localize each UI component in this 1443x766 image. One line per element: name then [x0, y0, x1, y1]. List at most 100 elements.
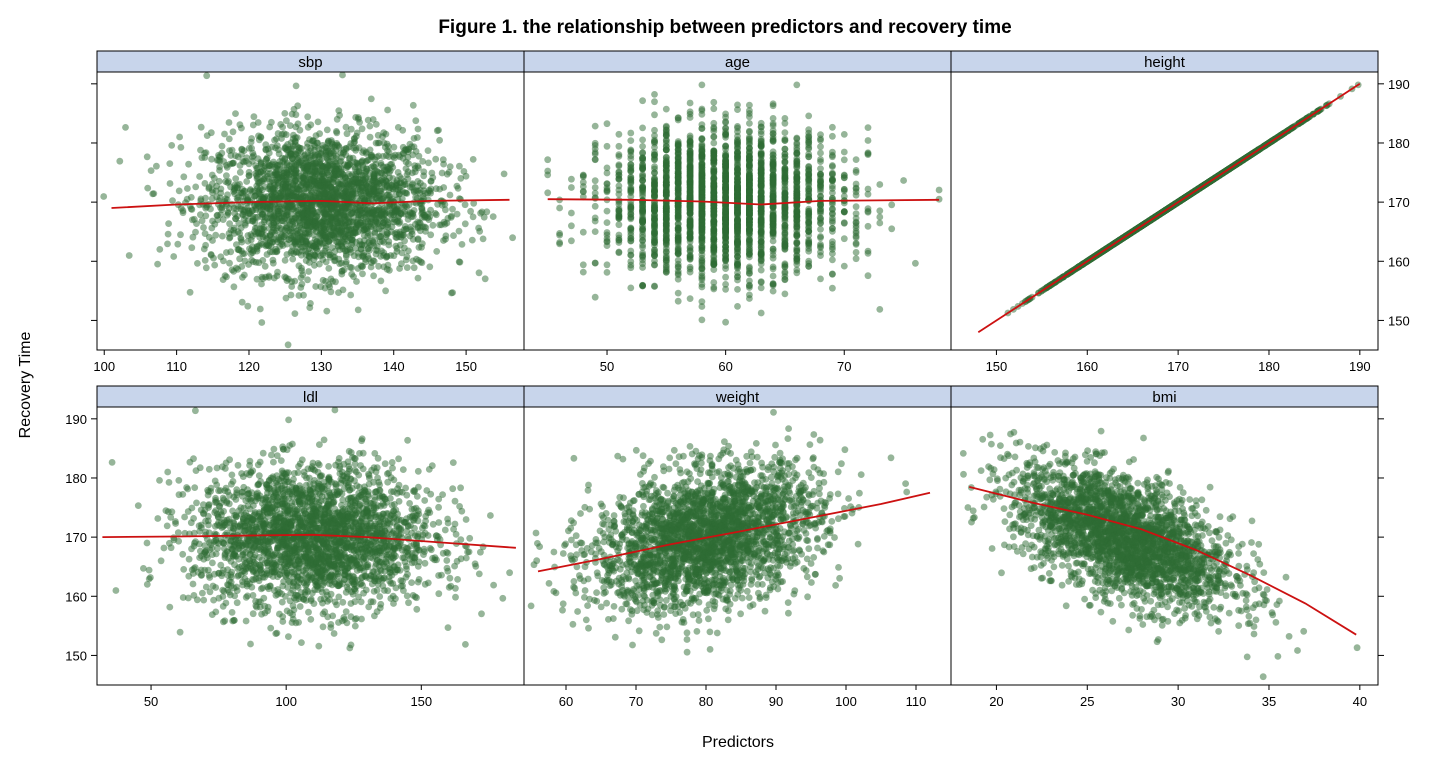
data-point: [268, 238, 276, 246]
data-point: [382, 223, 390, 231]
data-point: [627, 258, 635, 265]
data-point: [722, 192, 729, 200]
data-point: [343, 216, 350, 224]
data-point: [420, 172, 428, 180]
data-point: [698, 316, 706, 324]
data-point: [674, 114, 682, 122]
data-point: [310, 231, 318, 239]
data-point: [299, 271, 307, 279]
data-point: [441, 201, 449, 208]
data-point: [438, 221, 445, 229]
data-point: [579, 228, 587, 236]
data-point: [698, 142, 706, 150]
data-point: [829, 225, 836, 233]
data-point: [722, 281, 729, 288]
data-point: [662, 248, 670, 255]
data-point: [383, 231, 391, 239]
data-point: [350, 204, 358, 212]
data-point: [249, 243, 256, 251]
data-point: [769, 265, 777, 273]
data-point: [793, 239, 801, 247]
data-point: [217, 253, 225, 261]
data-point: [347, 182, 355, 190]
data-point: [340, 146, 348, 154]
data-point: [444, 214, 452, 222]
data-point: [793, 266, 801, 274]
data-point: [358, 263, 366, 271]
data-point: [722, 130, 729, 138]
data-point: [769, 115, 777, 122]
data-point: [230, 268, 238, 275]
data-point: [419, 158, 427, 165]
data-point: [360, 195, 367, 202]
data-point: [591, 177, 599, 185]
data-point: [698, 280, 706, 288]
data-point: [698, 298, 706, 305]
data-point: [271, 136, 278, 144]
data-point: [698, 171, 706, 179]
data-point: [394, 208, 401, 215]
data-point: [286, 122, 294, 129]
data-point: [347, 125, 355, 133]
data-point: [230, 224, 238, 232]
data-point: [354, 306, 362, 314]
data-point: [230, 230, 238, 237]
data-point: [284, 208, 291, 216]
data-point: [591, 122, 599, 130]
data-point: [817, 225, 824, 233]
data-point: [769, 237, 777, 245]
data-point: [971, 231, 978, 238]
data-point: [219, 232, 226, 240]
data-point: [302, 247, 309, 255]
data-point: [409, 101, 417, 109]
data-point: [450, 232, 457, 240]
data-point: [147, 167, 155, 175]
data-point: [603, 142, 611, 150]
data-point: [769, 138, 777, 145]
data-point: [427, 231, 435, 239]
data-point: [294, 120, 302, 128]
data-point: [377, 277, 385, 285]
data-point: [456, 162, 463, 170]
data-point: [769, 100, 777, 108]
data-point: [322, 147, 330, 155]
data-point: [325, 238, 333, 245]
data-point: [674, 260, 682, 268]
data-point: [252, 258, 260, 266]
data-point: [445, 168, 453, 176]
data-point: [184, 185, 191, 192]
data-point: [225, 135, 233, 143]
data-point: [221, 130, 228, 138]
data-point: [342, 221, 350, 229]
data-point: [840, 219, 848, 227]
data-point: [852, 167, 860, 174]
data-point: [556, 231, 563, 239]
data-point: [266, 248, 274, 256]
data-point: [852, 191, 860, 199]
data-point: [425, 216, 433, 224]
data-point: [461, 220, 469, 228]
data-point: [417, 179, 424, 187]
data-point: [324, 138, 332, 146]
data-point: [781, 119, 789, 127]
data-point: [864, 272, 872, 280]
data-point: [876, 181, 884, 188]
data-point: [284, 341, 292, 349]
data-point: [722, 273, 729, 281]
data-point: [639, 264, 646, 271]
data-point: [568, 222, 575, 230]
data-point: [829, 238, 836, 246]
data-point: [446, 191, 454, 199]
data-point: [187, 194, 195, 201]
data-point: [615, 171, 623, 179]
data-point: [325, 281, 333, 288]
data-point: [177, 204, 185, 212]
data-point: [240, 158, 248, 166]
data-point: [710, 175, 718, 183]
data-point: [300, 173, 308, 181]
data-point: [230, 159, 238, 167]
data-point: [414, 125, 422, 133]
data-point: [217, 211, 225, 218]
data-point: [481, 275, 489, 283]
